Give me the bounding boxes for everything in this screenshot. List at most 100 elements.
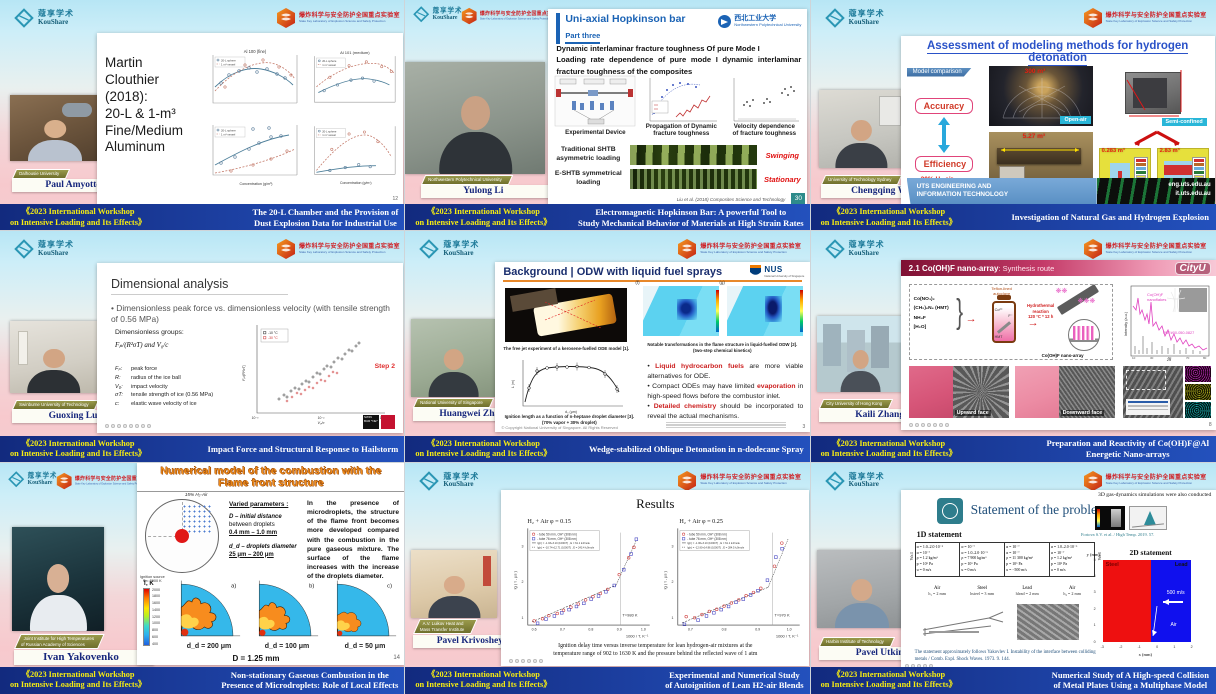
talk-title: Electromagnetic Hopkinson Bar: A powerfu…	[578, 207, 804, 228]
collision-sketch	[922, 611, 1003, 636]
video-tile-chengqing-wu[interactable]: 蔻享学术 KouShare 爆炸科学与安全防护全国重点实验室 State Key L…	[809, 0, 1216, 233]
wall-decor	[996, 148, 1081, 164]
open-air-photo: 300 m³ Open-air	[988, 66, 1093, 126]
slide-page-number: 14	[393, 654, 400, 661]
svg-text:b): b)	[309, 583, 314, 589]
video-tile-guoxing-lu[interactable]: 蔻享学术 KouShare 爆炸科学与安全防护全国重点实验室 State Key L…	[0, 230, 407, 464]
svg-text:2: 2	[522, 580, 524, 584]
affiliation-banner: Swinburne University of Technology	[12, 400, 100, 410]
definitions: Fₚ: peak force R: radius of the ice ball V…	[115, 366, 214, 407]
speaker-name: Yulong Li	[421, 185, 552, 198]
speaker-silhouette	[29, 564, 86, 631]
koushare-logo: 蔻享学术 KouShare	[824, 8, 885, 28]
footer-bar: 《2023 International Workshop on Intensive…	[0, 435, 406, 463]
video-tile-yulong-li[interactable]: 蔻享学术 KouShare 爆炸科学与安全防护全国重点实验室 State Key L…	[404, 0, 812, 233]
svg-text:2: 2	[672, 580, 674, 584]
talk-title: Non-stationary Gaseous Combustion in the…	[221, 669, 399, 691]
affiliation-banner: National University of Singapore	[413, 398, 495, 408]
chart-al100-pressure: Al 100 (fine) 20-L sphere 1 m³ vessel	[212, 49, 298, 104]
svg-text:L (m): L (m)	[511, 380, 515, 388]
video-tile-kaili-zhang[interactable]: 蔻享学术 KouShare 爆炸科学与安全防护全国重点实验室 State Key L…	[809, 230, 1216, 464]
wall-label-left: Wall	[908, 551, 914, 561]
note-3d: 3D gas-dynamics simulations were also co…	[1098, 491, 1212, 498]
footer-bar: 《2023 International Workshop on Intensive…	[0, 204, 406, 232]
citation: Liu et al. (2018) Composites Science and…	[676, 197, 786, 202]
svg-text:PDF#00-050-0827: PDF#00-050-0827	[1163, 331, 1194, 335]
svg-text:T=970 K: T=970 K	[775, 612, 791, 617]
synthesis-diagram: Co(NO₃)₂ (CH₂)₆N₄ (HMT) NH₄F [H₂O] } → Tefl…	[908, 284, 1113, 361]
svg-text:3: 3	[522, 544, 524, 548]
video-tile-huangwei-zhang[interactable]: 蔻享学术 KouShare 爆炸科学与安全防护全国重点实验室 State Key L…	[404, 230, 812, 464]
eshtb-photo	[630, 169, 758, 189]
slide: Uni-axial Hopkinson bar Part three 西北工业大…	[548, 9, 808, 205]
footer-bar: 《2023 International Workshop on Intensive…	[810, 666, 1216, 694]
video-tile-amyotte[interactable]: 蔻享学术 KouShare 爆炸科学与安全防护全国重点实验室 State Key L…	[0, 0, 407, 233]
video-tile-pavel-krivosheyev[interactable]: 蔻享学术 KouShare 爆炸科学与安全防护全国重点实验室 State Key L…	[404, 461, 812, 694]
lab-logo: 爆炸科学与安全防护全国重点实验室 State Key Laboratory of …	[1083, 238, 1207, 260]
nanoflower-decor: ❋❋❋	[1077, 298, 1096, 306]
webcam-video	[411, 549, 498, 618]
title-rule	[137, 490, 405, 492]
chart-al101-pressure: Al 101 (medium) 20-L sphere 1 m³ vessel	[314, 50, 396, 103]
lab-icon	[462, 7, 477, 25]
pipe-decor	[62, 103, 92, 117]
video-tile-ivan-yakovenko[interactable]: 蔻享学术 KouShare 爆炸科学与安全防护全国重点实验室 State Key L…	[0, 461, 407, 694]
legend-decor	[1133, 157, 1148, 179]
svg-text:10: 10	[1132, 356, 1136, 360]
koushare-logo: 蔻享学术 KouShare	[14, 8, 74, 28]
affiliation-banner: Dalhousie University	[12, 169, 71, 179]
koushare-logo: 蔻享学术 KouShare	[419, 470, 479, 491]
slide: Statement of the problem 3D gas-dynamics…	[900, 489, 1216, 668]
workshop-label: 《2023 International Workshop on Intensive…	[415, 207, 552, 227]
nus-logo: NUS National University of Singapore	[749, 264, 804, 278]
talk-title: Investigation of Natural Gas and Hydroge…	[1011, 212, 1209, 223]
reaction-label: Hydrothermal reaction 120 °C * 12 h	[1027, 303, 1055, 319]
lab-logo: 爆炸科学与安全防护全国重点实验室 State Key Laboratory of …	[677, 470, 801, 492]
ignition-label: Ignition source T = 2000 K	[140, 574, 165, 584]
slide-page-number: 30	[791, 193, 806, 204]
bottom-citation: The statement approximately follows Yako…	[914, 650, 1096, 662]
koushare-logo: 蔻享学术 KouShare	[824, 470, 885, 491]
h2-region	[1163, 165, 1194, 175]
progress-dots	[105, 424, 151, 429]
footer-bar: 《2023 International Workshop on Intensive…	[405, 666, 811, 694]
svg-text:20-L sphere: 20-L sphere	[221, 128, 236, 132]
svg-text:1 m³ vessel: 1 m³ vessel	[221, 132, 236, 136]
eds-panel	[1122, 366, 1211, 419]
talk-title: Wedge-stabilized Oblique Detonation in n…	[589, 443, 804, 454]
experimental-device-figure	[555, 75, 636, 127]
svg-text:1000 / T, K⁻¹: 1000 / T, K⁻¹	[776, 633, 799, 638]
slide-title: Dimensional analysis	[111, 277, 289, 296]
double-arrow-icon	[937, 117, 950, 153]
semi-confined-photo: Semi-confined	[1099, 62, 1209, 128]
temperature-colorbar: T, K 2000 1800 1600 1400 1200 1000 800 600 400	[143, 580, 160, 646]
workshop-label: 《2023 International Workshop on Intensive…	[820, 670, 957, 690]
affiliation-banner: Harbin Institute of Technology	[818, 636, 895, 647]
svg-text:d₀ (μm): d₀ (μm)	[565, 410, 577, 414]
scatter-chart: -10 °C -30 °C 10⁻³ 10⁻² 10⁻¹ V₀/c Fₚ/(R²…	[242, 325, 387, 425]
sem-overview	[1122, 366, 1183, 419]
contour-plot-g: (g)	[719, 280, 804, 337]
svg-text:Concentration (g/m³): Concentration (g/m³)	[340, 181, 372, 185]
lab-icon	[678, 470, 697, 491]
workshop-label: 《2023 International Workshop on Intensive…	[10, 207, 147, 227]
slide-page-number: 8	[1208, 422, 1212, 429]
ignition-caption: Ignition length as a function of n-hepta…	[504, 414, 635, 425]
lab-logo: 爆炸科学与安全防护全国重点实验室 State Key Laboratory of …	[677, 238, 801, 260]
svg-text:a): a)	[231, 583, 236, 589]
svg-text:0.9: 0.9	[756, 627, 761, 631]
free-jet-photo	[505, 288, 628, 343]
webcam-video	[405, 62, 546, 174]
groups-label: Dimensionless groups:	[115, 329, 184, 337]
svg-text:- tube 50 mm, OH* (308 nm): - tube 50 mm, OH* (308 nm)	[688, 532, 728, 536]
video-tile-pavel-utkin[interactable]: 蔻享学术 KouShare 爆炸科学与安全防护全国重点实验室 State Key L…	[809, 461, 1216, 694]
references-decor	[666, 421, 787, 430]
slide-title: Numerical model of the combustion with t…	[160, 464, 382, 489]
zoom-inset	[1067, 319, 1100, 352]
talk-title: Experimental and Numerical Study of Autoi…	[665, 669, 804, 691]
lab-icon	[1083, 239, 1102, 260]
uts-photo: eng.uts.edu.au it.uts.edu.au	[1096, 178, 1215, 204]
upward-face-pair: Upward face	[908, 366, 1009, 419]
window-decor	[878, 96, 901, 126]
